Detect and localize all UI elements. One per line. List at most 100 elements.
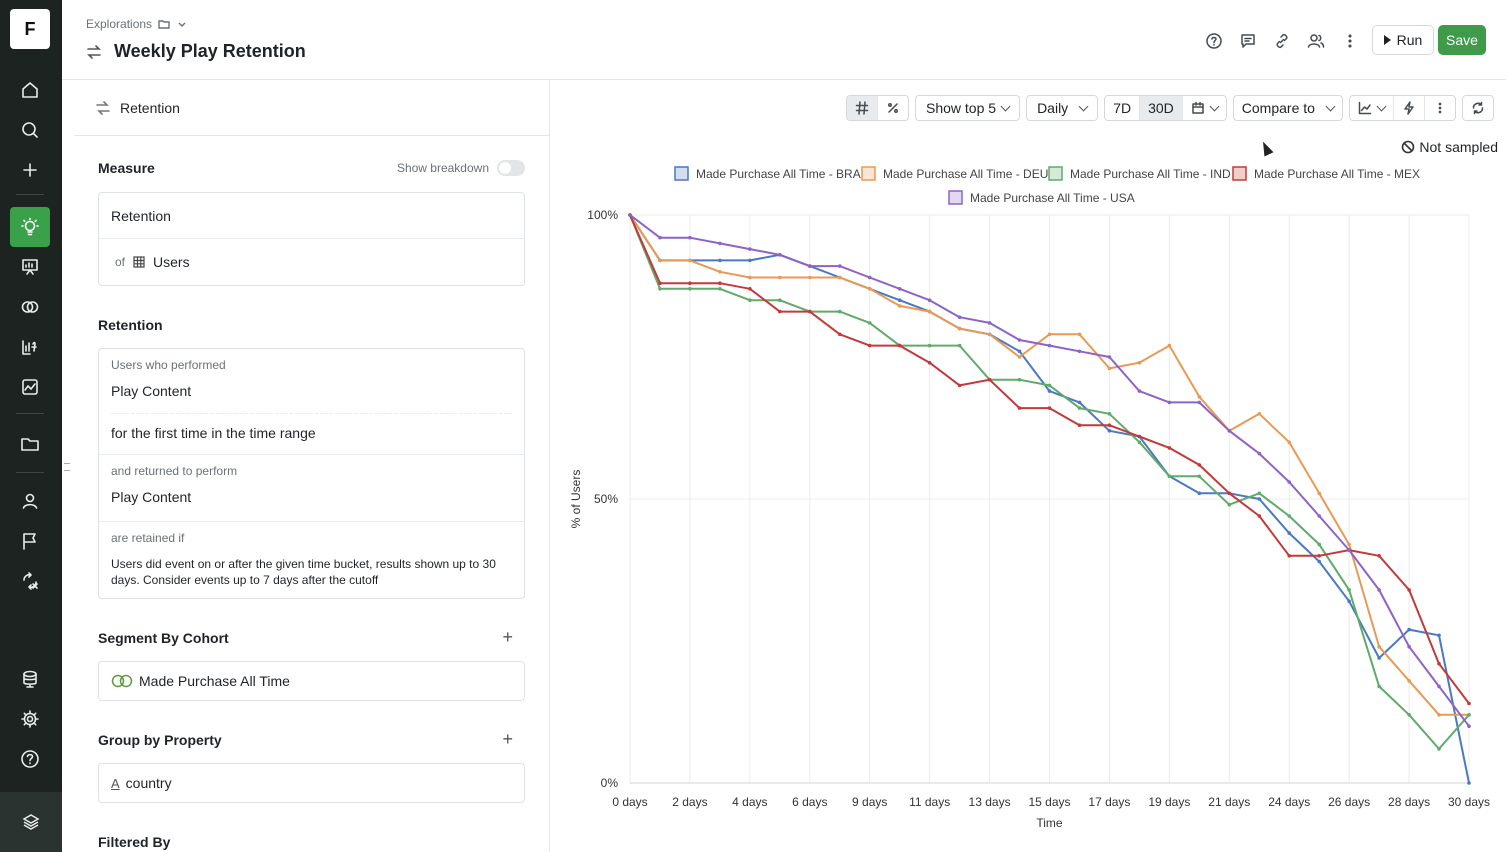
return-event[interactable]: Play Content <box>111 489 192 505</box>
more-options-icon[interactable] <box>1338 29 1362 53</box>
data-point <box>957 383 962 388</box>
percent-mode-button[interactable] <box>878 96 908 120</box>
show-breakdown-control[interactable]: Show breakdown <box>397 160 525 176</box>
search-icon[interactable] <box>15 115 45 145</box>
page-title[interactable]: Weekly Play Retention <box>114 41 306 61</box>
data-point <box>1377 656 1381 660</box>
refresh-button[interactable] <box>1463 96 1493 120</box>
data-point <box>1347 542 1351 547</box>
more-options-icon <box>1438 102 1442 114</box>
data-point <box>1047 406 1052 410</box>
folder-icon[interactable] <box>15 429 45 459</box>
range-30d-button[interactable]: 30D <box>1140 96 1183 120</box>
blocked-icon <box>1402 140 1415 154</box>
show-top-dropdown[interactable]: Show top 5 <box>915 95 1021 121</box>
not-sampled-label: Not sampled <box>1419 139 1498 155</box>
chart-grid: 100% 50% 0% 0 days 2 days 4 days 6 days 9 days 1… <box>587 208 1490 809</box>
line-chart-icon <box>1358 101 1372 115</box>
y-tick-label: 0% <box>601 776 619 790</box>
y-tick-label: 100% <box>587 208 618 222</box>
home-icon[interactable] <box>15 75 45 105</box>
data-point <box>1257 491 1262 496</box>
interval-dropdown[interactable]: Daily <box>1026 95 1099 121</box>
plus-icon[interactable] <box>15 155 45 185</box>
segment-cohort-chip[interactable]: Made Purchase All Time <box>98 661 525 701</box>
chart-type-button[interactable] <box>1350 96 1394 120</box>
data-point <box>688 287 692 291</box>
data-point <box>1167 400 1172 405</box>
data-point <box>1047 389 1052 393</box>
run-label: Run <box>1396 32 1423 48</box>
data-point <box>1227 491 1232 496</box>
breadcrumb-label[interactable]: Explorations <box>86 17 153 31</box>
link-icon[interactable] <box>1270 29 1294 53</box>
metric-selector[interactable]: Retention <box>99 193 524 239</box>
x-tick-label: 17 days <box>1088 795 1130 809</box>
experiments-icon[interactable] <box>15 566 45 596</box>
data-point <box>1047 343 1052 348</box>
query-type-header[interactable]: Retention <box>74 80 549 136</box>
presentation-icon[interactable] <box>15 252 45 282</box>
flag-icon[interactable] <box>15 526 45 556</box>
group-by-chip[interactable]: A country <box>98 763 525 803</box>
chart-options-group <box>1348 95 1456 121</box>
custom-date-button[interactable] <box>1183 96 1226 120</box>
data-point <box>1317 514 1321 518</box>
start-event[interactable]: Play Content <box>111 372 512 414</box>
first-time-condition[interactable]: for the first time in the time range <box>111 425 316 441</box>
add-group-button[interactable]: + <box>502 729 513 749</box>
help-icon[interactable] <box>1202 29 1226 53</box>
range-30d-label: 30D <box>1148 100 1174 116</box>
x-tick-label: 26 days <box>1328 795 1370 809</box>
performed-label: Users who performed <box>111 358 226 372</box>
data-point <box>1407 627 1411 632</box>
data-point <box>778 309 782 314</box>
data-point <box>897 343 902 348</box>
save-button[interactable]: Save <box>1438 25 1486 55</box>
range-7d-button[interactable]: 7D <box>1105 96 1141 120</box>
workspace-switcher[interactable] <box>0 792 62 852</box>
legend-item: Made Purchase All Time - IND <box>1048 166 1231 181</box>
nav-divider <box>16 472 44 473</box>
database-icon[interactable] <box>15 664 45 694</box>
data-point <box>1017 349 1022 354</box>
breadcrumb[interactable]: Explorations <box>86 17 188 31</box>
retention-line-chart[interactable]: 100% 50% 0% 0 days 2 days 4 days 6 days 9 days 1… <box>550 155 1506 852</box>
retained-criteria-block[interactable]: are retained if Users did event on or af… <box>99 522 524 588</box>
measure-title: Measure <box>98 160 155 176</box>
image-chart-icon[interactable] <box>15 372 45 402</box>
data-point <box>1287 554 1291 558</box>
compare-dropdown[interactable]: Compare to <box>1232 95 1343 121</box>
comment-icon[interactable] <box>1236 29 1260 53</box>
entity-selector[interactable]: of Users <box>99 239 524 285</box>
run-button[interactable]: Run <box>1372 25 1434 55</box>
app-logo[interactable]: F <box>10 9 50 49</box>
count-mode-button[interactable] <box>847 96 878 120</box>
data-point <box>1107 423 1112 428</box>
settings-icon[interactable] <box>15 704 45 734</box>
data-point <box>1017 406 1022 410</box>
formula-icon[interactable] <box>15 332 45 362</box>
panel-resize-handle[interactable] <box>64 463 70 471</box>
chevron-down-icon[interactable] <box>176 18 188 30</box>
cohorts-icon[interactable] <box>15 292 45 322</box>
data-point <box>718 241 722 246</box>
chart-more-button[interactable] <box>1425 96 1455 120</box>
sampling-indicator[interactable]: Not sampled <box>1401 139 1498 155</box>
add-segment-button[interactable]: + <box>502 627 513 647</box>
data-point <box>1167 343 1172 348</box>
user-icon[interactable] <box>15 486 45 516</box>
data-point <box>1197 400 1202 405</box>
data-point <box>778 298 782 302</box>
show-breakdown-toggle[interactable] <box>497 160 525 176</box>
insights-button[interactable] <box>1394 96 1425 120</box>
data-point <box>1257 412 1262 416</box>
data-point <box>1137 360 1142 365</box>
help-icon[interactable] <box>15 744 45 774</box>
data-point <box>867 321 872 325</box>
lightbulb-icon[interactable] <box>10 207 50 247</box>
data-point <box>1017 338 1022 342</box>
share-users-icon[interactable] <box>1304 29 1328 53</box>
data-point <box>658 281 662 285</box>
data-point <box>897 287 902 291</box>
